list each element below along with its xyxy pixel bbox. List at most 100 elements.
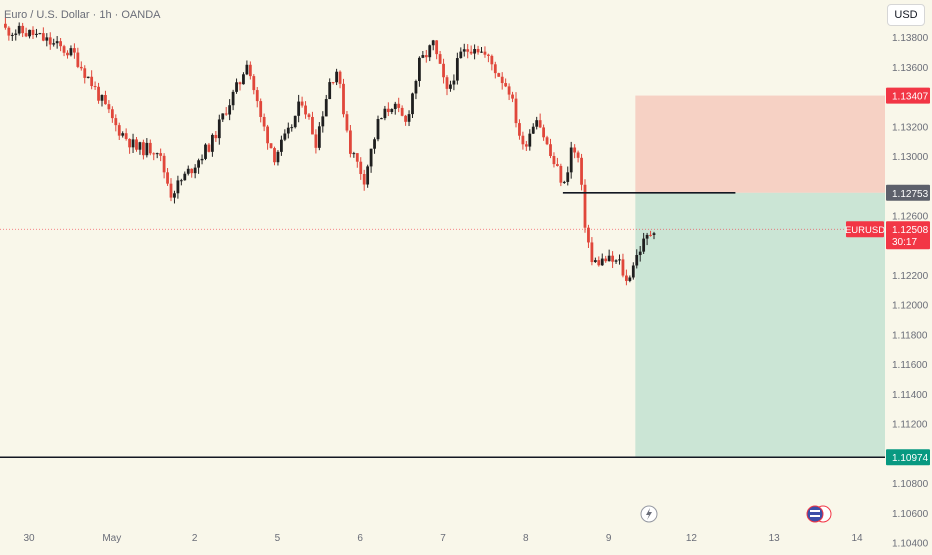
candle xyxy=(18,22,21,35)
candle-body xyxy=(642,239,645,252)
y-tick-label: 1.12000 xyxy=(892,301,929,312)
candle-body xyxy=(18,26,21,34)
stop-price-label: 1.13407 xyxy=(892,92,929,103)
candle-body xyxy=(228,105,231,114)
candle xyxy=(473,44,476,59)
candle-body xyxy=(308,114,311,117)
candle xyxy=(114,114,117,131)
candle-body xyxy=(397,104,400,108)
y-tick-label: 1.11400 xyxy=(892,390,928,401)
candle xyxy=(615,259,618,264)
candle xyxy=(97,83,100,104)
candle-body xyxy=(522,136,525,145)
candle xyxy=(187,166,190,176)
candle-body xyxy=(204,145,207,159)
stop-loss-zone xyxy=(635,96,885,193)
y-tick-label: 1.10800 xyxy=(892,479,929,490)
candle-body xyxy=(114,118,117,125)
candle-body xyxy=(618,259,621,260)
candle xyxy=(270,143,273,148)
candle xyxy=(490,54,493,70)
candle xyxy=(377,116,380,142)
candle xyxy=(563,181,566,184)
candle xyxy=(587,225,590,248)
candle-body xyxy=(446,77,449,89)
candle-body xyxy=(287,128,290,134)
candle xyxy=(266,125,269,150)
candle-body xyxy=(246,65,249,75)
candle-body xyxy=(166,172,169,183)
candle-body xyxy=(104,95,107,104)
candle xyxy=(90,70,93,89)
candle-body xyxy=(428,45,431,57)
candle xyxy=(308,113,311,120)
candle-body xyxy=(132,139,135,147)
event-icon-stripe xyxy=(810,515,820,517)
candle xyxy=(118,123,121,140)
candle xyxy=(180,179,183,186)
candle xyxy=(535,117,538,130)
candle-body xyxy=(325,99,328,116)
candle-body xyxy=(387,109,390,112)
candle xyxy=(359,157,362,180)
candle-body xyxy=(280,140,283,152)
candle xyxy=(504,78,507,87)
candle-body xyxy=(321,116,324,126)
candle-body xyxy=(566,172,569,182)
candle-body xyxy=(76,53,79,67)
candle xyxy=(425,50,428,63)
y-tick-label: 1.13600 xyxy=(892,63,929,74)
candle-body xyxy=(535,120,538,127)
candle-body xyxy=(359,162,362,174)
candle xyxy=(211,133,214,156)
candle xyxy=(49,32,52,50)
candle-body xyxy=(425,55,428,57)
candle-body xyxy=(601,259,604,266)
candle-body xyxy=(356,153,359,162)
countdown-label: 30:17 xyxy=(892,237,917,248)
candle-body xyxy=(515,99,518,123)
candle xyxy=(594,258,597,263)
symbol-tag-label: EURUSD xyxy=(845,225,885,236)
candle xyxy=(311,112,314,135)
candle xyxy=(73,43,76,58)
candle-body xyxy=(594,260,597,262)
candle-body xyxy=(111,109,114,118)
candle-body xyxy=(622,259,625,275)
candle-body xyxy=(449,85,452,89)
candle xyxy=(163,153,166,178)
candle-body xyxy=(311,117,314,134)
candle-body xyxy=(390,109,393,112)
candle xyxy=(459,47,462,58)
candle xyxy=(35,29,38,38)
candle xyxy=(59,38,62,51)
candle-body xyxy=(152,153,155,154)
candle xyxy=(432,40,435,50)
candle-body xyxy=(263,117,266,127)
candle-body xyxy=(632,265,635,277)
candle-body xyxy=(83,68,86,78)
candle xyxy=(404,115,407,126)
candle xyxy=(539,114,542,129)
candle-body xyxy=(342,84,345,114)
x-tick-label: 13 xyxy=(769,533,781,544)
x-tick-label: 14 xyxy=(851,533,863,544)
y-tick-label: 1.13800 xyxy=(892,33,929,44)
candle xyxy=(435,40,438,59)
candle xyxy=(83,65,86,83)
candle-body xyxy=(549,144,552,156)
candle-body xyxy=(504,83,507,86)
candle xyxy=(352,152,355,158)
candle xyxy=(480,47,483,53)
candle-body xyxy=(156,153,159,154)
candle-body xyxy=(384,109,387,118)
candle xyxy=(221,113,224,122)
candle-body xyxy=(411,93,414,114)
candle xyxy=(384,106,387,120)
candle xyxy=(549,139,552,158)
candle-body xyxy=(649,235,652,236)
candle xyxy=(442,59,445,84)
candle-body xyxy=(139,142,142,150)
currency-button[interactable]: USD xyxy=(887,4,925,26)
